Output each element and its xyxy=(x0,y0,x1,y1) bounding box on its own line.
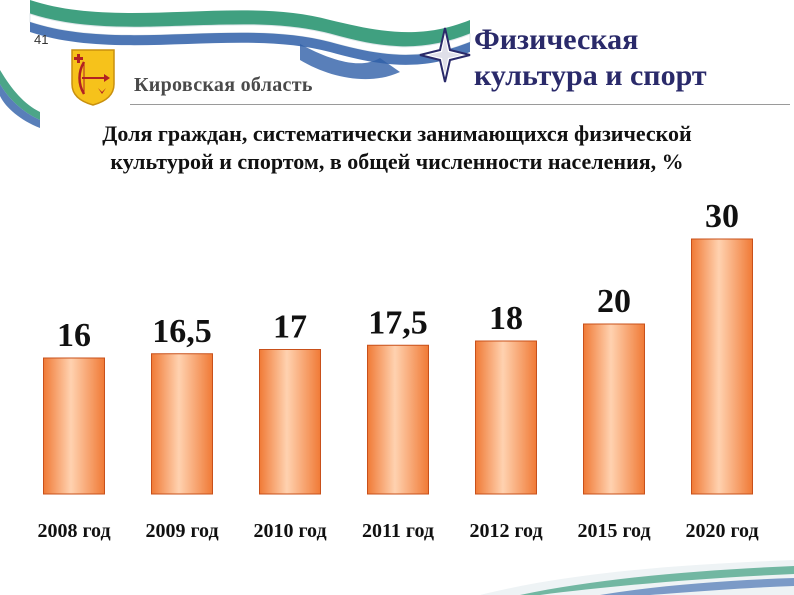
data-label: 30 xyxy=(705,198,739,235)
bar-2011-год xyxy=(367,344,429,495)
bar-2009-год xyxy=(151,353,213,495)
bar-2012-год xyxy=(475,340,537,495)
x-tick-label: 2009 год xyxy=(145,520,218,542)
bar-2015-год xyxy=(583,323,645,495)
region-name: Кировская область xyxy=(134,74,313,96)
chart-title: Доля граждан, систематически занимающихс… xyxy=(0,120,794,176)
x-tick-label: 2010 год xyxy=(253,520,326,542)
kirov-oblast-coat-of-arms-icon xyxy=(71,49,115,106)
bar-2010-год xyxy=(259,349,321,495)
section-title: Физическая культура и спорт xyxy=(474,22,707,94)
x-tick-label: 2011 год xyxy=(362,520,434,542)
data-label: 20 xyxy=(597,283,631,320)
header-divider xyxy=(130,104,790,105)
bar-2020-год xyxy=(691,238,753,495)
slide-number: 41 xyxy=(34,32,49,47)
bar-2008-год xyxy=(43,357,105,495)
section-title-line-1: Физическая xyxy=(474,23,639,56)
data-label: 16 xyxy=(57,317,91,354)
x-tick-label: 2020 год xyxy=(685,520,758,542)
x-tick-label: 2012 год xyxy=(469,520,542,542)
x-tick-label: 2015 год xyxy=(577,520,650,542)
chart-title-line-1: Доля граждан, систематически занимающихс… xyxy=(102,121,692,146)
x-tick-label: 2008 год xyxy=(37,520,110,542)
four-point-star-icon xyxy=(419,27,471,83)
section-title-line-2: культура и спорт xyxy=(474,59,707,92)
chart-title-line-2: культурой и спортом, в общей численности… xyxy=(110,149,684,174)
data-label: 18 xyxy=(489,300,523,337)
data-label: 17 xyxy=(273,309,307,346)
data-label: 16,5 xyxy=(152,313,212,350)
data-label: 17,5 xyxy=(368,304,428,341)
